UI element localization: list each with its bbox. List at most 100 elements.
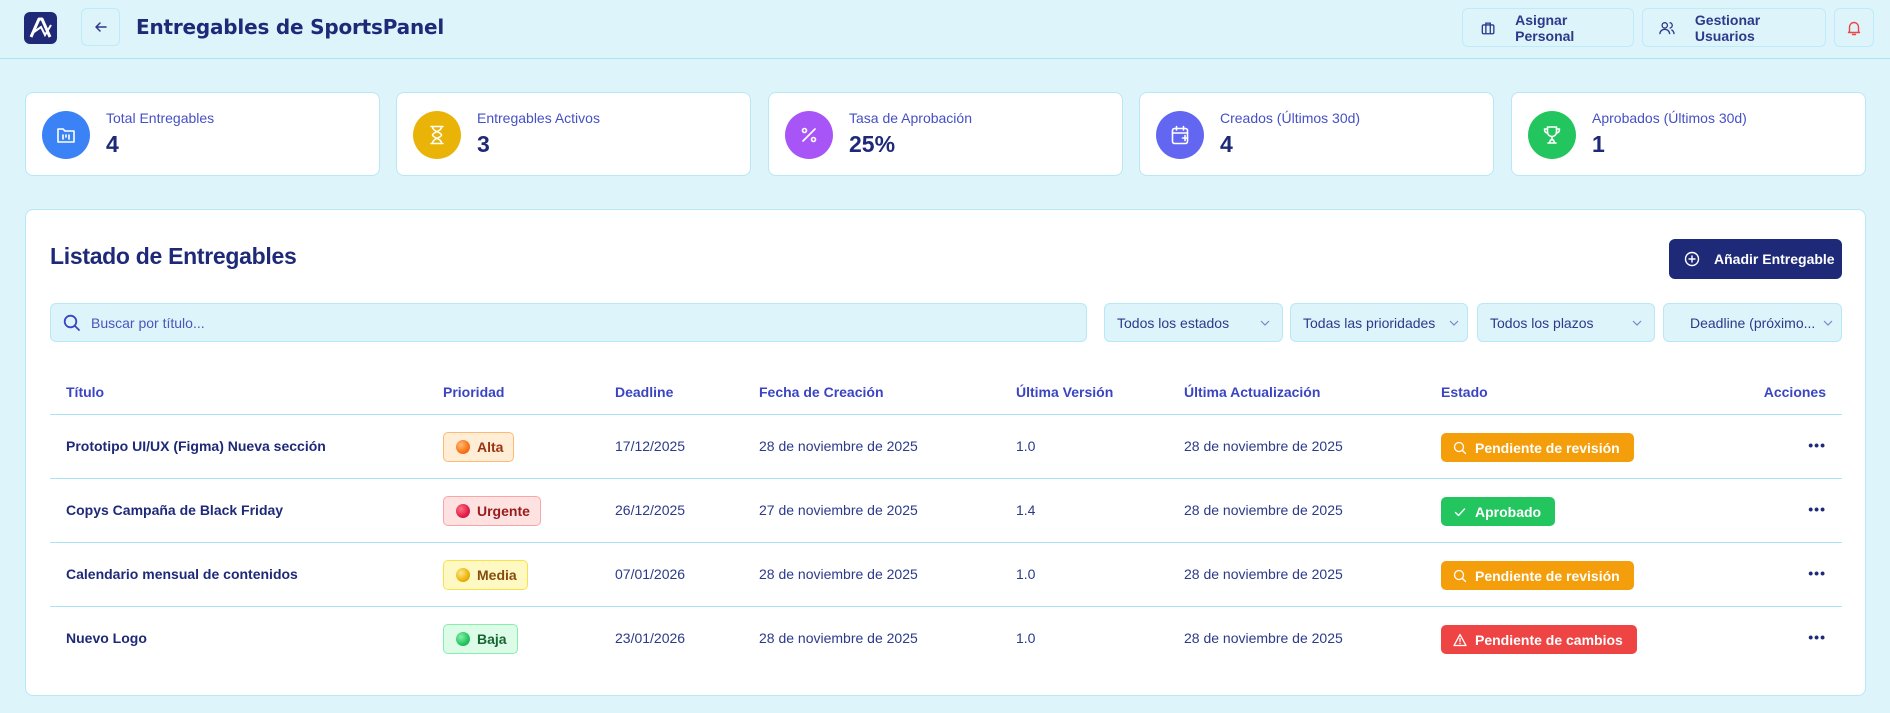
search-icon — [1453, 441, 1467, 454]
row-actions-button[interactable]: ••• — [1808, 437, 1826, 453]
status-label: Aprobado — [1475, 503, 1542, 520]
stat-label: Aprobados (Últimos 30d) — [1592, 110, 1747, 126]
updated-date: 28 de noviembre de 2025 — [1184, 438, 1343, 454]
stat-card-approval-rate: Tasa de Aprobación 25% — [768, 92, 1123, 176]
assign-staff-button[interactable]: Asignar Personal — [1462, 8, 1634, 47]
priority-dot-icon — [456, 632, 470, 646]
version: 1.0 — [1016, 438, 1036, 454]
search-icon — [63, 314, 80, 331]
folder-chart-icon — [42, 111, 90, 159]
deadline: 17/12/2025 — [615, 438, 686, 454]
updated-date: 28 de noviembre de 2025 — [1184, 502, 1343, 518]
trophy-icon — [1528, 111, 1576, 159]
stat-label: Total Entregables — [106, 110, 215, 126]
status-badge: Pendiente de cambios — [1441, 625, 1637, 654]
priority-dot-icon — [456, 440, 470, 454]
check-icon — [1454, 507, 1466, 516]
deadline: 26/12/2025 — [615, 502, 686, 518]
column-header-deadline[interactable]: Deadline — [615, 384, 674, 400]
version: 1.0 — [1016, 630, 1036, 646]
deliverable-title[interactable]: Prototipo UI/UX (Figma) Nueva sección — [66, 438, 326, 454]
stat-card-total: Total Entregables 4 — [25, 92, 380, 176]
updated-date: 28 de noviembre de 2025 — [1184, 630, 1343, 646]
stat-value: 3 — [477, 131, 490, 157]
status-badge: Aprobado — [1441, 497, 1556, 526]
stat-label: Entregables Activos — [477, 110, 600, 126]
priority-dot-icon — [456, 568, 470, 582]
stat-value: 4 — [106, 131, 119, 157]
row-actions-button[interactable]: ••• — [1808, 565, 1826, 581]
warning-icon — [1453, 633, 1467, 646]
table-row[interactable]: Copys Campaña de Black Friday Urgente 26… — [50, 479, 1842, 543]
created-date: 28 de noviembre de 2025 — [759, 438, 918, 454]
stat-label: Tasa de Aprobación — [849, 110, 972, 126]
priority-filter-select[interactable]: Todas las prioridades — [1290, 303, 1468, 342]
calendar-plus-icon — [1156, 111, 1204, 159]
stat-card-active: Entregables Activos 3 — [396, 92, 751, 176]
stat-value: 1 — [1592, 131, 1605, 157]
arrow-left-icon — [94, 22, 107, 32]
column-header-title[interactable]: Título — [66, 384, 105, 400]
priority-badge: Urgente — [443, 496, 541, 526]
column-header-version[interactable]: Última Versión — [1016, 384, 1114, 400]
chevron-down-icon — [1449, 320, 1459, 326]
deliverables-table: Título Prioridad Deadline Fecha de Creac… — [50, 366, 1842, 671]
version: 1.0 — [1016, 566, 1036, 582]
back-button[interactable] — [81, 8, 120, 46]
list-title: Listado de Entregables — [50, 243, 297, 269]
plus-circle-icon — [1684, 251, 1700, 267]
row-actions-button[interactable]: ••• — [1808, 501, 1826, 517]
sort-select[interactable]: Deadline (próximo... — [1663, 303, 1842, 342]
row-actions-button[interactable]: ••• — [1808, 629, 1826, 645]
table-row[interactable]: Prototipo UI/UX (Figma) Nueva sección Al… — [50, 415, 1842, 479]
priority-badge: Baja — [443, 624, 518, 654]
column-header-actions: Acciones — [1763, 384, 1826, 400]
manage-users-button[interactable]: Gestionar Usuarios — [1642, 8, 1826, 47]
app-logo[interactable] — [24, 12, 57, 44]
status-label: Pendiente de revisión — [1475, 439, 1620, 456]
logo-icon — [29, 17, 52, 38]
deliverable-title[interactable]: Copys Campaña de Black Friday — [66, 502, 284, 518]
search-input[interactable] — [91, 314, 1071, 331]
column-header-updated[interactable]: Última Actualización — [1184, 384, 1321, 400]
status-filter-value: Todos los estados — [1117, 314, 1230, 331]
assign-staff-label: Asignar Personal — [1515, 11, 1575, 44]
status-label: Pendiente de cambios — [1475, 631, 1623, 648]
deadline: 23/01/2026 — [615, 630, 686, 646]
add-deliverable-button[interactable]: Añadir Entregable — [1669, 239, 1842, 279]
priority-label: Media — [477, 567, 517, 583]
stat-card-created-30d: Creados (Últimos 30d) 4 — [1139, 92, 1494, 176]
search-field[interactable] — [50, 303, 1087, 342]
stat-value: 4 — [1220, 131, 1233, 157]
column-header-created[interactable]: Fecha de Creación — [759, 384, 884, 400]
status-badge: Pendiente de revisión — [1441, 561, 1634, 590]
sort-value: Deadline (próximo... — [1690, 314, 1816, 331]
version: 1.4 — [1016, 502, 1036, 518]
table-header: Título Prioridad Deadline Fecha de Creac… — [50, 366, 1842, 415]
stat-value: 25% — [849, 131, 896, 157]
deadline-filter-value: Todos los plazos — [1490, 314, 1594, 331]
deadline-filter-select[interactable]: Todos los plazos — [1477, 303, 1655, 342]
priority-label: Alta — [477, 439, 504, 455]
deliverable-title[interactable]: Calendario mensual de contenidos — [66, 566, 298, 582]
deadline: 07/01/2026 — [615, 566, 686, 582]
stat-label: Creados (Últimos 30d) — [1220, 110, 1361, 126]
deliverable-title[interactable]: Nuevo Logo — [66, 630, 147, 646]
table-row[interactable]: Nuevo Logo Baja 23/01/2026 28 de noviemb… — [50, 607, 1842, 671]
created-date: 28 de noviembre de 2025 — [759, 630, 918, 646]
priority-badge: Media — [443, 560, 528, 590]
column-header-priority[interactable]: Prioridad — [443, 384, 505, 400]
chevron-down-icon — [1260, 320, 1270, 326]
notifications-button[interactable] — [1834, 8, 1874, 47]
top-header: Entregables de SportsPanel Asignar Perso… — [0, 0, 1890, 59]
priority-badge: Alta — [443, 432, 515, 462]
status-filter-select[interactable]: Todos los estados — [1104, 303, 1283, 342]
users-icon — [1659, 21, 1675, 34]
chevron-down-icon — [1632, 320, 1642, 326]
chevron-down-icon — [1823, 320, 1833, 326]
stat-card-approved-30d: Aprobados (Últimos 30d) 1 — [1511, 92, 1866, 176]
manage-users-label: Gestionar Usuarios — [1694, 11, 1761, 44]
status-badge: Pendiente de revisión — [1441, 433, 1634, 462]
column-header-status[interactable]: Estado — [1441, 384, 1488, 400]
table-row[interactable]: Calendario mensual de contenidos Media 0… — [50, 543, 1842, 607]
